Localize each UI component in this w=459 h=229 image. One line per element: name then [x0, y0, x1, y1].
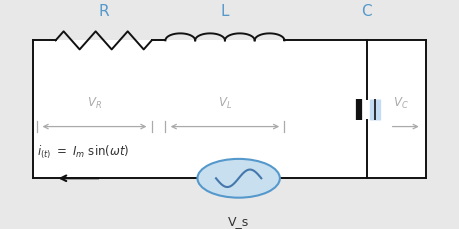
Text: $V_C$: $V_C$: [393, 96, 409, 112]
Text: $V_L$: $V_L$: [218, 96, 232, 112]
Text: $i_{(t)}\ =\ I_m\ \mathrm{sin}(\omega t)$: $i_{(t)}\ =\ I_m\ \mathrm{sin}(\omega t)…: [37, 144, 130, 161]
Text: L: L: [221, 4, 229, 19]
Text: $V_R$: $V_R$: [87, 96, 102, 112]
Circle shape: [197, 159, 280, 198]
Text: R: R: [98, 4, 109, 19]
Text: C: C: [362, 4, 372, 19]
Bar: [33, 40, 426, 178]
Text: V_s: V_s: [228, 215, 249, 228]
